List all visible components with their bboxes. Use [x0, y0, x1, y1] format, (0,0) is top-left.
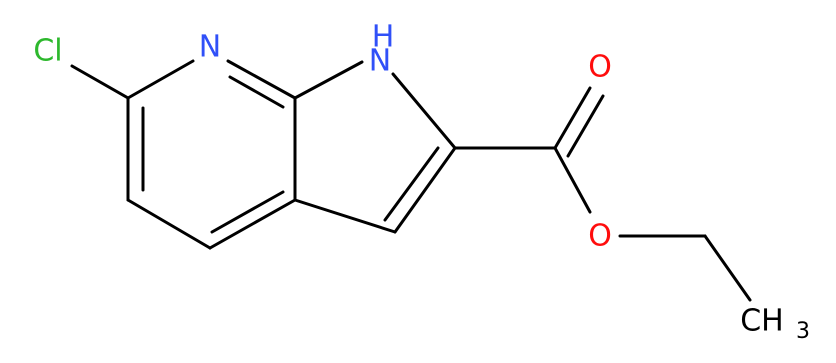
bond [553, 86, 592, 150]
bond [126, 198, 212, 250]
bond [208, 198, 297, 250]
bond [383, 146, 440, 222]
bond [703, 234, 752, 302]
bond [293, 198, 397, 234]
bond [210, 190, 285, 234]
atom-subscript: 3 [796, 319, 810, 344]
atom-label: O [588, 219, 612, 254]
atom-label: Cl [33, 34, 62, 69]
atom-label: CH [740, 304, 784, 339]
atom-label: N [369, 44, 391, 79]
atom-label: O [588, 50, 612, 85]
atom-label: N [199, 30, 221, 65]
bonds [70, 59, 752, 302]
bond [391, 72, 457, 150]
bond [293, 60, 364, 100]
bond [126, 59, 195, 100]
bond [70, 64, 130, 100]
bond [553, 146, 592, 214]
bond [566, 94, 605, 158]
bond [226, 59, 297, 100]
bond [228, 75, 285, 109]
bond [393, 146, 457, 234]
atom-label: H [372, 20, 395, 55]
